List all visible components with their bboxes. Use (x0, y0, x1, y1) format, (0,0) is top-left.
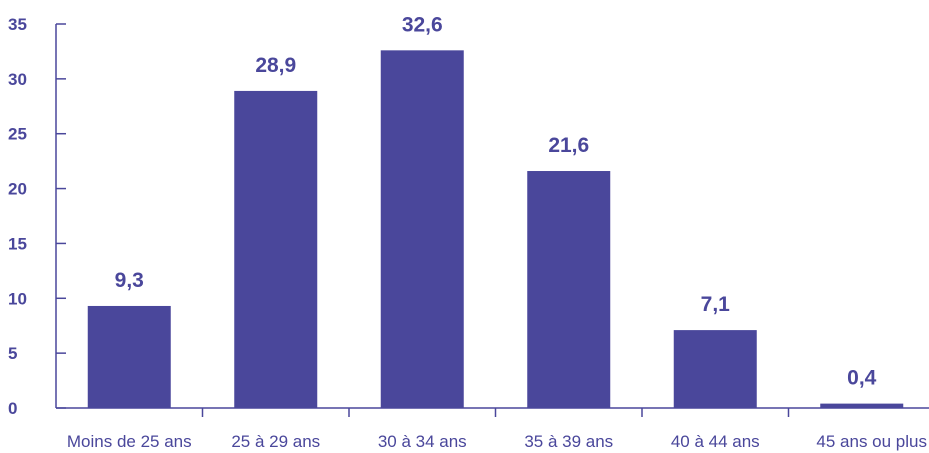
bar (527, 171, 611, 408)
bar (673, 330, 757, 408)
y-tick-label: 0 (8, 399, 17, 418)
y-tick-label: 10 (8, 289, 27, 308)
y-tick-label: 20 (8, 180, 27, 199)
data-label: 0,4 (847, 367, 877, 390)
x-tick-label: 30 à 34 ans (378, 432, 467, 451)
bars (87, 50, 904, 409)
data-label: 32,6 (402, 13, 443, 36)
data-label: 9,3 (115, 269, 144, 292)
data-label: 7,1 (701, 293, 731, 316)
x-tick-label: 40 à 44 ans (671, 432, 760, 451)
x-tick-label: Moins de 25 ans (67, 432, 192, 451)
data-labels: 9,3 28,9 32,6 21,6 7,1 0,4 (115, 13, 877, 389)
y-tick-label: 5 (8, 344, 17, 363)
data-label: 21,6 (548, 134, 589, 157)
bar (234, 90, 318, 408)
y-tick-label: 15 (8, 234, 27, 253)
category-labels: Moins de 25 ans 25 à 29 ans 30 à 34 ans 35 … (67, 432, 927, 451)
x-tick-label: 45 ans ou plus (816, 432, 927, 451)
y-axis: 0 5 10 15 20 25 30 35 (8, 15, 66, 418)
bar (820, 403, 904, 408)
x-tick-label: 25 à 29 ans (231, 432, 320, 451)
data-label: 28,9 (255, 54, 296, 77)
y-tick-label: 35 (8, 15, 27, 34)
bar (380, 50, 464, 409)
y-tick-label: 25 (8, 125, 27, 144)
y-tick-label: 30 (8, 70, 27, 89)
bar (87, 305, 171, 408)
x-axis (56, 407, 929, 417)
x-tick-label: 35 à 39 ans (524, 432, 613, 451)
